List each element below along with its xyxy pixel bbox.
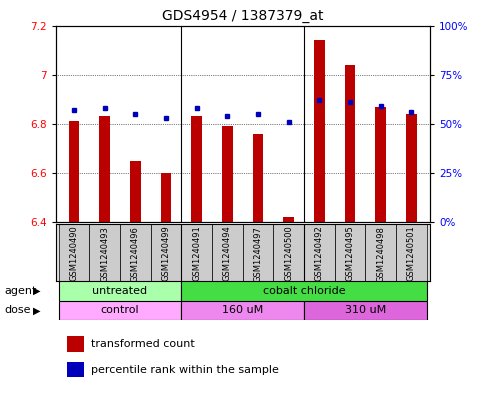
Text: GSM1240494: GSM1240494 (223, 226, 232, 281)
Text: GSM1240500: GSM1240500 (284, 226, 293, 281)
Bar (314, 40, 325, 222)
Bar (273, 224, 304, 281)
Text: GSM1240495: GSM1240495 (346, 226, 355, 281)
Bar (67, 336, 84, 352)
Text: percentile rank within the sample: percentile rank within the sample (91, 365, 279, 375)
Text: GSM1240490: GSM1240490 (70, 226, 78, 281)
Bar (67, 362, 84, 377)
Bar (406, 114, 417, 222)
Text: untreated: untreated (92, 286, 147, 296)
Text: GSM1240496: GSM1240496 (131, 226, 140, 282)
Bar (181, 281, 427, 301)
Bar (253, 134, 263, 222)
Bar (58, 281, 181, 301)
Bar (284, 217, 294, 222)
Text: 310 uM: 310 uM (345, 305, 386, 316)
Text: dose: dose (5, 305, 31, 316)
Text: GSM1240493: GSM1240493 (100, 226, 109, 282)
Bar (366, 224, 396, 281)
Text: agent: agent (5, 286, 37, 296)
Bar (120, 224, 151, 281)
Bar (69, 121, 79, 222)
Bar (191, 116, 202, 222)
Text: control: control (100, 305, 139, 316)
Text: GSM1240498: GSM1240498 (376, 226, 385, 282)
Bar (89, 224, 120, 281)
Bar (130, 161, 141, 222)
Bar (58, 224, 89, 281)
Bar (99, 116, 110, 222)
Bar (181, 224, 212, 281)
Text: GSM1240497: GSM1240497 (254, 226, 263, 282)
Bar (181, 301, 304, 320)
Bar (304, 301, 427, 320)
Title: GDS4954 / 1387379_at: GDS4954 / 1387379_at (162, 9, 324, 23)
Text: GSM1240499: GSM1240499 (161, 226, 170, 281)
Bar (58, 301, 181, 320)
Text: 160 uM: 160 uM (222, 305, 263, 316)
Bar (212, 224, 243, 281)
Text: cobalt chloride: cobalt chloride (263, 286, 345, 296)
Text: ▶: ▶ (32, 286, 40, 296)
Bar (335, 224, 366, 281)
Text: transformed count: transformed count (91, 339, 195, 349)
Text: GSM1240491: GSM1240491 (192, 226, 201, 281)
Bar (375, 107, 386, 222)
Text: GSM1240501: GSM1240501 (407, 226, 416, 281)
Bar (243, 224, 273, 281)
Bar (151, 224, 181, 281)
Text: GSM1240492: GSM1240492 (315, 226, 324, 281)
Bar (345, 65, 355, 222)
Bar (396, 224, 427, 281)
Bar (304, 224, 335, 281)
Bar (222, 126, 233, 222)
Bar (161, 173, 171, 222)
Text: ▶: ▶ (32, 305, 40, 316)
